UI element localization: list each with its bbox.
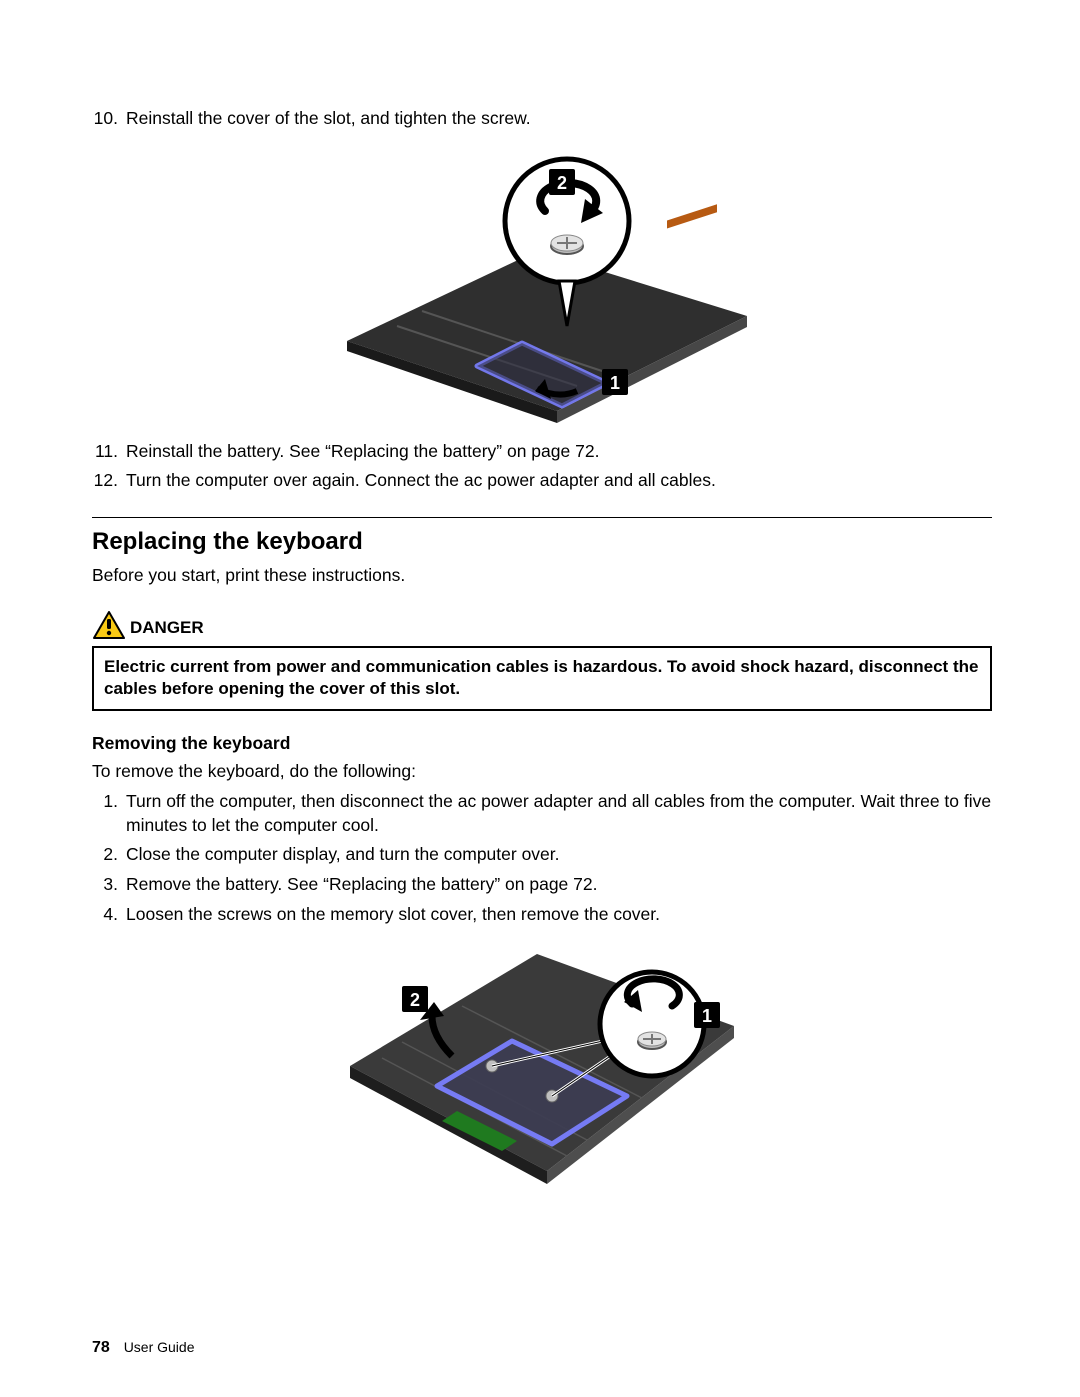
doc-title: User Guide: [124, 1339, 195, 1355]
list-item: 11. Reinstall the battery. See “Replacin…: [92, 440, 992, 464]
list-text: Turn the computer over again. Connect th…: [126, 469, 992, 493]
page-number: 78: [92, 1339, 110, 1356]
list-item: 4. Loosen the screws on the memory slot …: [92, 903, 992, 927]
callout-label: 1: [702, 1006, 712, 1026]
figure-memory-cover-remove: 1 2: [342, 946, 742, 1206]
danger-box: Electric current from power and communic…: [92, 646, 992, 712]
list-number: 11.: [92, 440, 126, 464]
figure-slot-cover-reinstall: 1 2: [327, 151, 757, 426]
callout-label: 2: [410, 990, 420, 1010]
warning-triangle-icon: [92, 610, 126, 640]
page-footer: 78 User Guide: [92, 1339, 195, 1357]
list-item: 1. Turn off the computer, then disconnec…: [92, 790, 992, 837]
list-text: Loosen the screws on the memory slot cov…: [126, 903, 992, 927]
list-text: Reinstall the cover of the slot, and tig…: [126, 107, 992, 131]
list-number: 2.: [92, 843, 126, 867]
list-number: 1.: [92, 790, 126, 837]
danger-heading: DANGER: [92, 610, 992, 640]
callout-label: 1: [610, 373, 620, 393]
list-item: 10. Reinstall the cover of the slot, and…: [92, 107, 992, 131]
section-divider: [92, 517, 992, 518]
list-number: 4.: [92, 903, 126, 927]
list-number: 3.: [92, 873, 126, 897]
body-text: To remove the keyboard, do the following…: [92, 760, 992, 784]
list-item: 3. Remove the battery. See “Replacing th…: [92, 873, 992, 897]
list-item: 12. Turn the computer over again. Connec…: [92, 469, 992, 493]
list-text: Remove the battery. See “Replacing the b…: [126, 873, 992, 897]
callout-label: 2: [557, 173, 567, 193]
list-item: 2. Close the computer display, and turn …: [92, 843, 992, 867]
list-number: 10.: [92, 107, 126, 131]
section-heading: Replacing the keyboard: [92, 528, 992, 556]
danger-label: DANGER: [130, 612, 204, 638]
body-text: Before you start, print these instructio…: [92, 564, 992, 588]
list-text: Reinstall the battery. See “Replacing th…: [126, 440, 992, 464]
subsection-heading: Removing the keyboard: [92, 733, 992, 754]
document-page: 10. Reinstall the cover of the slot, and…: [0, 0, 1080, 1397]
list-text: Close the computer display, and turn the…: [126, 843, 992, 867]
list-number: 12.: [92, 469, 126, 493]
list-text: Turn off the computer, then disconnect t…: [126, 790, 992, 837]
